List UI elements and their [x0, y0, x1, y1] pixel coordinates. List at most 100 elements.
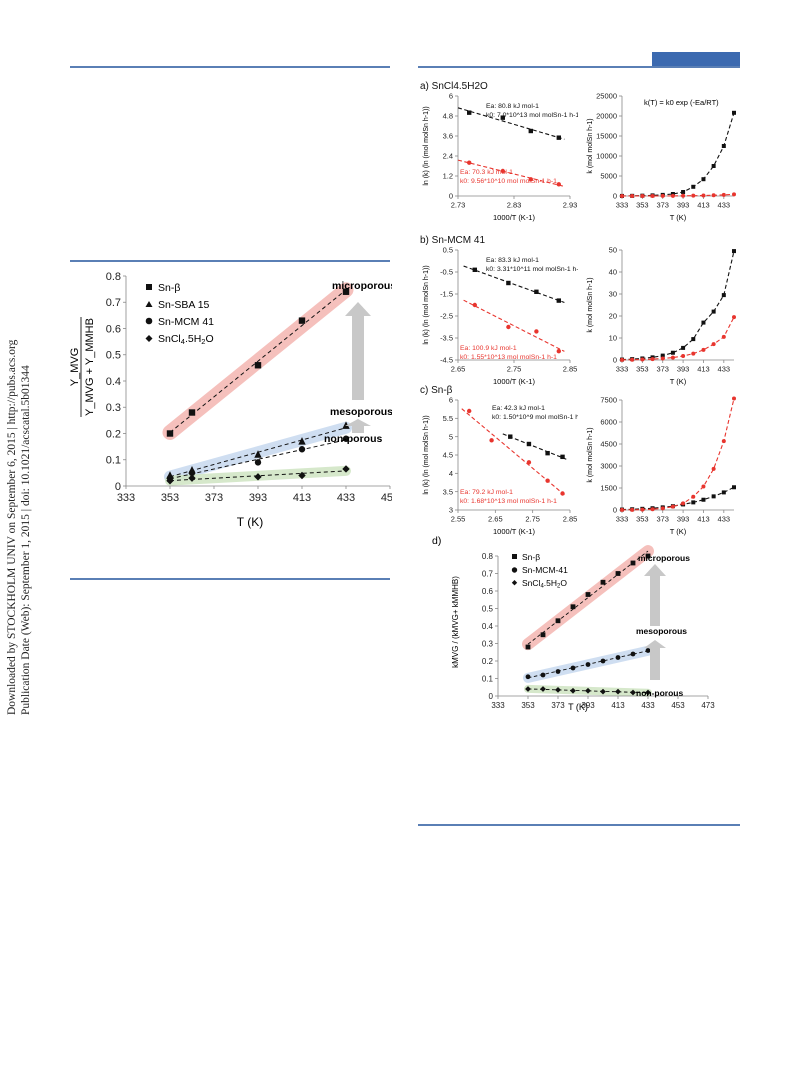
c-k-ytick-label: 0: [613, 506, 617, 515]
panel-b-k-chart: 0 10 20 30 40 50 333 353 373 393 413 433 k (mol molS…: [587, 246, 736, 386]
b-k-point: [691, 351, 696, 356]
c-ln-xlabel: 1000/T (K-1): [493, 527, 535, 536]
c-k-point: [732, 485, 736, 490]
left-ytick-label: 0.8: [106, 271, 121, 283]
c-ln-ytick-label: 6: [449, 396, 453, 405]
panel-d-point: [630, 689, 636, 696]
panel-c-k0-red: k0: 1.68*10^13 mol molSn-1 h-1: [460, 498, 557, 505]
left-label-nonporous: non-porous: [324, 433, 382, 445]
b-ln-xtick-label: 2.85: [563, 365, 578, 374]
a-ln-fit-line: [457, 107, 565, 140]
a-k-ytick-label: 0: [613, 192, 617, 201]
c-ln-ytick-label: 4.5: [443, 451, 453, 460]
left-ytick-label: 0.7: [106, 297, 121, 309]
c-ln-point: [526, 460, 532, 465]
left-point: [254, 459, 262, 466]
b-k-point: [721, 293, 726, 298]
panel-d-point: [645, 553, 651, 559]
b-k-point: [701, 320, 706, 325]
legend-label-sn-sba15: Sn-SBA 15: [158, 299, 210, 311]
a-k-ytick-label: 20000: [596, 112, 617, 121]
figure-rule-bottom-right: [418, 824, 740, 826]
b-k-point: [660, 353, 665, 358]
a-ln-point: [500, 168, 505, 174]
d-legend-marker-sn-beta: [512, 554, 517, 559]
left-ytick-label: 0.2: [106, 428, 121, 440]
b-ln-point: [534, 289, 539, 294]
d-legend-marker-sn-mcm41: [511, 567, 518, 573]
b-ln-ytick-label: -0.5: [440, 268, 453, 277]
c-k-curve: [621, 398, 735, 511]
left-ytick-label: 0.1: [106, 455, 121, 467]
panel-a-title: a) SnCl4.5H2O: [420, 81, 488, 92]
c-ln-point: [545, 478, 550, 483]
a-k-point: [732, 110, 736, 115]
selectivity-chart-left: 0 0.1 0.2 0.3 0.4 0.5 0.6 0.7 0.8 333 353 373 393 413…: [69, 271, 392, 529]
c-k-xlabel: T (K): [670, 527, 687, 536]
panel-d-porosity-arrow: [644, 564, 666, 680]
legend-marker-sn-mcm41: [145, 317, 153, 325]
left-xtick-label: 393: [249, 492, 267, 504]
legend-marker-sncl4: [145, 335, 153, 342]
b-k-ytick-label: 20: [609, 312, 617, 321]
c-k-point: [721, 439, 726, 444]
c-k-point: [711, 494, 716, 499]
left-point: [254, 450, 262, 458]
b-ln-point: [556, 349, 561, 354]
a-k-ytick-label: 5000: [600, 172, 617, 181]
panel-d-point: [570, 665, 576, 671]
a-k-point: [721, 192, 726, 197]
c-k-ylabel: k (mol molSn h-1): [587, 427, 594, 482]
left-fit-line: [169, 439, 347, 480]
b-k-ytick-label: 50: [609, 246, 617, 255]
c-k-point: [620, 507, 624, 512]
left-point: [166, 430, 174, 437]
b-ln-ytick-label: -4.5: [440, 356, 453, 365]
b-ln-ytick-label: -3.5: [440, 334, 453, 343]
panel-d-xlabel: T (K): [568, 702, 588, 712]
panel-d-point: [600, 658, 606, 664]
sidebar-line-1: Downloaded by STOCKHOLM UNIV on Septembe…: [6, 339, 18, 715]
left-point: [298, 471, 306, 480]
panel-d-point: [645, 648, 651, 653]
left-xtick-label: 333: [117, 492, 135, 504]
panel-d-point: [600, 688, 606, 695]
panel-d-point: [525, 644, 531, 650]
panel-d-point: [570, 687, 576, 694]
b-k-point: [670, 350, 675, 355]
c-ln-point: [526, 441, 532, 447]
b-k-ytick-label: 0: [613, 356, 617, 365]
a-ln-point: [528, 128, 533, 134]
c-k-point: [640, 507, 645, 512]
b-k-ylabel: k (mol molSn h-1): [587, 277, 594, 332]
c-ln-xtick-label: 2.55: [451, 515, 466, 524]
panel-a-k0-red: k0: 9.56*10^10 mol molSn-1 h-1: [460, 178, 557, 185]
left-xlabel: T (K): [237, 515, 263, 529]
c-k-point: [660, 506, 665, 511]
b-k-point: [721, 334, 726, 339]
c-ln-ytick-label: 4: [449, 469, 453, 478]
panel-b-ln-chart: -4.5 -3.5 -2.5 -1.5 -0.5 0.5 2.65 2.75 2.85 ln (k…: [420, 235, 578, 386]
c-ln-point: [560, 491, 565, 496]
left-point: [342, 421, 350, 429]
panel-d-ytick-label: 0.8: [482, 552, 494, 561]
left-fit-line: [169, 470, 347, 482]
left-ytick-label: 0.5: [106, 350, 121, 362]
a-ln-point: [556, 182, 561, 187]
a-ln-point: [556, 135, 561, 140]
legend-label-sncl4: SnCl4.5H2O: [158, 333, 214, 346]
a-k-ytick-label: 25000: [596, 92, 617, 101]
panel-b-ea-black: Ea: 83.3 kJ mol-1: [486, 257, 539, 264]
b-k-ytick-label: 30: [609, 290, 617, 299]
a-ln-ytick-label: 2.4: [443, 152, 453, 161]
left-xtick-label: 453: [381, 492, 392, 504]
b-ln-ytick-label: 0.5: [443, 246, 453, 255]
b-k-point: [732, 315, 736, 320]
b-ln-ytick-label: -2.5: [440, 312, 453, 321]
b-ln-xtick-label: 2.65: [451, 365, 466, 374]
a-k-point: [640, 193, 645, 198]
panel-d-point: [525, 686, 531, 692]
a-k-point: [732, 192, 736, 197]
b-k-xtick-label: 433: [718, 365, 731, 374]
left-ytick-label: 0.3: [106, 402, 121, 414]
